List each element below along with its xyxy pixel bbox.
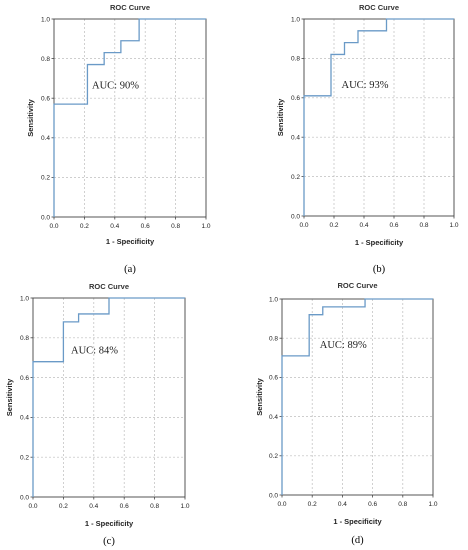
auc-annotation: AUC: 93% xyxy=(342,80,389,91)
chart-title: ROC Curve xyxy=(110,3,150,12)
x-tick-label: 0.4 xyxy=(110,223,119,230)
x-tick-label: 1.0 xyxy=(449,222,458,229)
y-tick-label: 0.4 xyxy=(291,135,300,142)
y-tick-label: 0.2 xyxy=(269,453,278,460)
y-tick-label: 0.6 xyxy=(20,375,29,382)
y-axis-label: Sensitivity xyxy=(26,98,35,136)
x-tick-label: 1.0 xyxy=(180,503,189,510)
auc-annotation: AUC: 89% xyxy=(320,340,367,351)
plot-frame xyxy=(281,298,434,496)
y-tick-label: 0.0 xyxy=(291,213,300,220)
y-tick-label: 0.2 xyxy=(41,175,50,182)
panel-label: (a) xyxy=(124,264,136,275)
x-axis-label: 1 - Specificity xyxy=(355,238,404,247)
x-tick-label: 0.0 xyxy=(277,501,286,508)
y-tick-label: 0.8 xyxy=(269,336,278,343)
roc-panel-b: 0.0 0.2 0.4 0.6 0.8 1.0 0.0 0.2 0.4 0.6 0.8 1.0 ROC … xyxy=(276,3,459,275)
y-tick-label: 0.2 xyxy=(20,455,29,462)
x-axis-label: 1 - Specificity xyxy=(106,237,155,246)
y-tick-label: 0.0 xyxy=(269,492,278,499)
x-tick-label: 0.2 xyxy=(59,503,68,510)
x-tick-label: 0.0 xyxy=(299,222,308,229)
y-tick-label: 0.6 xyxy=(269,375,278,382)
y-tick-label: 1.0 xyxy=(20,295,29,302)
y-tick-label: 0.4 xyxy=(269,414,278,421)
x-tick-label: 0.6 xyxy=(141,223,150,230)
roc-panel-d: 0.0 0.2 0.4 0.6 0.8 1.0 0.0 0.2 0.4 0.6 0.8 1.0 ROC … xyxy=(255,281,438,546)
plot-frame xyxy=(303,18,455,217)
panel-label: (c) xyxy=(103,536,115,547)
x-tick-label: 0.2 xyxy=(80,223,89,230)
roc-curve-line xyxy=(32,297,185,497)
x-tick-label: 0.8 xyxy=(398,501,407,508)
x-tick-label: 0.8 xyxy=(150,503,159,510)
x-tick-label: 0.4 xyxy=(338,501,347,508)
x-tick-label: 0.2 xyxy=(308,501,317,508)
y-tick-label: 0.6 xyxy=(291,95,300,102)
x-tick-label: 0.0 xyxy=(49,223,58,230)
chart-title: ROC Curve xyxy=(89,282,129,291)
y-tick-label: 0.6 xyxy=(41,96,50,103)
roc-panel-c: 0.0 0.2 0.4 0.6 0.8 1.0 0.0 0.2 0.4 0.6 0.8 1.0 ROC … xyxy=(5,282,190,547)
x-tick-label: 0.6 xyxy=(389,222,398,229)
y-tick-label: 1.0 xyxy=(291,16,300,23)
y-tick-label: 0.4 xyxy=(41,135,50,142)
y-tick-label: 0.0 xyxy=(20,494,29,501)
roc-panel-a: 0.0 0.2 0.4 0.6 0.8 1.0 0.0 0.2 0.4 0.6 0.8 1.0 ROC … xyxy=(26,3,211,275)
x-axis-label: 1 - Specificity xyxy=(85,519,134,528)
y-tick-label: 1.0 xyxy=(269,296,278,303)
x-tick-label: 0.8 xyxy=(171,223,180,230)
x-axis-label: 1 - Specificity xyxy=(333,517,382,526)
y-axis-label: Sensitivity xyxy=(255,377,264,415)
x-tick-label: 0.4 xyxy=(89,503,98,510)
roc-curve-line xyxy=(303,18,454,216)
x-tick-label: 0.6 xyxy=(368,501,377,508)
panel-label: (b) xyxy=(373,264,386,275)
roc-curve-line xyxy=(281,298,433,495)
x-tick-label: 1.0 xyxy=(201,223,210,230)
x-tick-label: 0.0 xyxy=(28,503,37,510)
chart-title: ROC Curve xyxy=(359,3,399,12)
x-tick-label: 0.4 xyxy=(359,222,368,229)
plot-frame xyxy=(32,297,186,498)
x-tick-label: 1.0 xyxy=(428,501,437,508)
x-tick-label: 0.8 xyxy=(419,222,428,229)
y-tick-label: 0.8 xyxy=(291,56,300,63)
x-tick-label: 0.6 xyxy=(120,503,129,510)
panel-label: (d) xyxy=(351,535,364,546)
roc-curve-line xyxy=(53,18,206,217)
y-tick-label: 1.0 xyxy=(41,16,50,23)
y-tick-label: 0.0 xyxy=(41,214,50,221)
chart-title: ROC Curve xyxy=(337,281,377,290)
auc-annotation: AUC: 90% xyxy=(92,80,139,91)
y-axis-label: Sensitivity xyxy=(5,378,14,416)
y-axis-label: Sensitivity xyxy=(276,98,285,136)
plot-frame xyxy=(53,18,207,218)
auc-annotation: AUC: 84% xyxy=(71,346,118,357)
y-tick-label: 0.2 xyxy=(291,174,300,181)
y-tick-label: 0.8 xyxy=(20,335,29,342)
x-tick-label: 0.2 xyxy=(329,222,338,229)
y-tick-label: 0.4 xyxy=(20,415,29,422)
y-tick-label: 0.8 xyxy=(41,56,50,63)
